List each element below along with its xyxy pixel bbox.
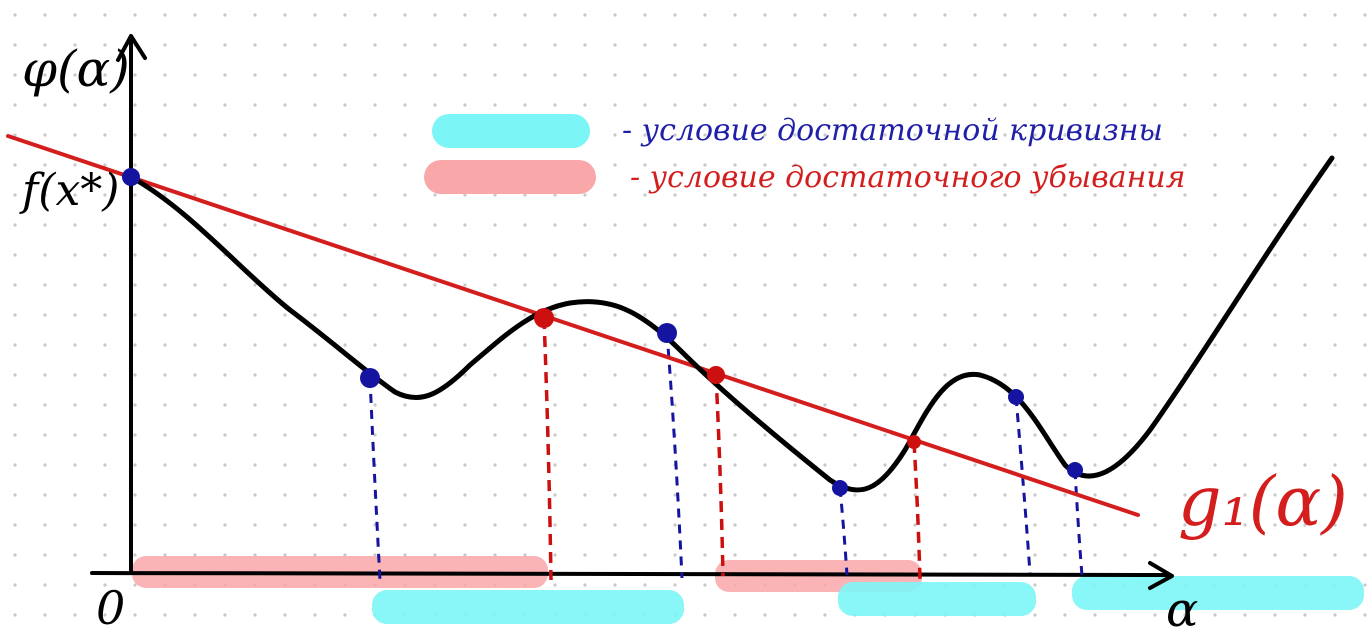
legend-swatch-decrease xyxy=(424,160,596,194)
axes xyxy=(90,34,1174,590)
x-axis-arrow xyxy=(1148,561,1174,590)
curvature-point xyxy=(832,480,848,496)
y-axis-label: φ(α) xyxy=(22,40,130,98)
origin-label: 0 xyxy=(96,581,125,633)
y-axis-arrow xyxy=(116,34,147,62)
curvature-interval-1 xyxy=(372,590,684,624)
curvature-interval-2 xyxy=(838,582,1036,616)
f-x-star-label: f(x*) xyxy=(19,165,119,216)
curvature-points xyxy=(122,168,1083,496)
decrease-points xyxy=(534,308,921,449)
curvature-intervals xyxy=(372,576,1364,624)
curvature-drop-lines xyxy=(368,332,1084,581)
curvature-point xyxy=(1067,462,1083,478)
x-axis-label: α xyxy=(1166,582,1198,633)
curvature-interval-3 xyxy=(1072,576,1364,610)
legend-text-decrease: - условие достаточного убывания xyxy=(630,160,1186,195)
legend-swatch-curvature xyxy=(432,114,590,148)
curvature-point xyxy=(360,368,380,388)
legend-text-curvature: - условие достаточной кривизны xyxy=(622,113,1163,148)
curvature-point xyxy=(657,323,677,343)
sufficient-decrease-line xyxy=(6,134,1140,517)
decrease-drop-lines xyxy=(542,317,922,581)
curvature-point xyxy=(1008,389,1024,405)
start-point xyxy=(122,168,140,186)
decrease-point xyxy=(707,366,725,384)
decrease-point xyxy=(907,435,921,449)
decrease-point xyxy=(534,308,554,328)
x-axis xyxy=(90,571,1172,577)
line-label-g1: g₁(α) xyxy=(1178,463,1348,542)
